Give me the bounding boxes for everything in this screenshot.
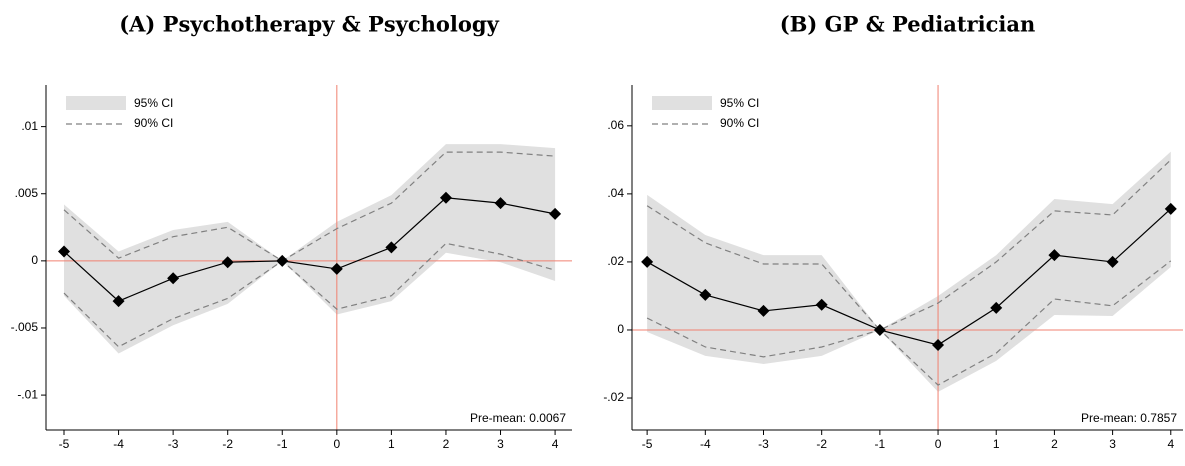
x-tick-label: -5 [59, 437, 70, 451]
x-tick-label: -3 [758, 437, 769, 451]
y-tick-label: -.01 [17, 387, 38, 401]
estimate-marker [221, 256, 234, 269]
x-tick-label: 0 [333, 437, 340, 451]
x-tick-label: 3 [1109, 437, 1116, 451]
x-tick-label: -2 [816, 437, 827, 451]
legend-label: 95% CI [134, 96, 173, 110]
x-tick-label: 0 [935, 437, 942, 451]
estimate-marker [167, 272, 180, 285]
ci90-lower [63, 242, 556, 348]
y-tick-label: .02 [607, 254, 624, 268]
x-tick-label: -3 [168, 437, 179, 451]
x-tick-label: 4 [1167, 437, 1174, 451]
estimate-marker [330, 262, 343, 275]
y-tick-label: .005 [15, 186, 39, 200]
panel-title: (B) GP & Pediatrician [780, 12, 1035, 37]
x-tick-label: -1 [875, 437, 886, 451]
x-tick-label: -2 [222, 437, 233, 451]
y-tick-label: -.02 [603, 390, 624, 404]
ci90-upper [63, 151, 556, 262]
x-tick-label: 2 [443, 437, 450, 451]
estimate-marker [815, 298, 828, 311]
estimate-marker [873, 323, 886, 336]
legend-label: 95% CI [720, 96, 759, 110]
x-tick-label: 1 [993, 437, 1000, 451]
estimate-marker [1048, 249, 1061, 262]
estimate-line [646, 208, 1172, 346]
estimate-marker [549, 207, 562, 220]
panel-title: (A) Psychotherapy & Psychology [119, 12, 499, 37]
x-tick-label: -4 [700, 437, 711, 451]
estimate-marker [641, 255, 654, 268]
x-tick-label: -4 [113, 437, 124, 451]
x-tick-label: 1 [388, 437, 395, 451]
annotation: Pre-mean: 0.0067 [470, 411, 566, 425]
y-tick-label: 0 [31, 253, 38, 267]
estimate-marker [276, 254, 289, 267]
estimate-marker [58, 245, 71, 258]
x-tick-label: -1 [277, 437, 288, 451]
ci95-band [64, 144, 556, 354]
estimate-marker [1106, 255, 1119, 268]
estimate-line [63, 197, 556, 302]
y-tick-label: .06 [607, 118, 624, 132]
estimate-marker [494, 197, 507, 210]
estimate-marker [699, 288, 712, 301]
x-tick-label: 2 [1051, 437, 1058, 451]
estimate-marker [757, 304, 770, 317]
ci95-band [647, 151, 1171, 392]
estimate-marker [990, 301, 1003, 314]
estimate-marker [1164, 202, 1177, 215]
x-tick-label: 3 [497, 437, 504, 451]
y-tick-label: 0 [617, 322, 624, 336]
y-tick-label: .04 [607, 186, 624, 200]
ci90-lower [646, 260, 1172, 386]
y-tick-label: -.005 [11, 320, 39, 334]
legend-label: 90% CI [134, 116, 173, 130]
estimate-marker [112, 295, 125, 308]
legend-swatch-ci95 [652, 96, 712, 110]
legend-label: 90% CI [720, 116, 759, 130]
annotation: Pre-mean: 0.7857 [1081, 411, 1177, 425]
estimate-marker [439, 191, 452, 204]
x-tick-label: 4 [552, 437, 559, 451]
estimate-marker [385, 241, 398, 254]
legend-swatch-ci95 [66, 96, 126, 110]
estimate-marker [932, 338, 945, 351]
y-tick-label: .01 [21, 119, 38, 133]
x-tick-label: -5 [642, 437, 653, 451]
